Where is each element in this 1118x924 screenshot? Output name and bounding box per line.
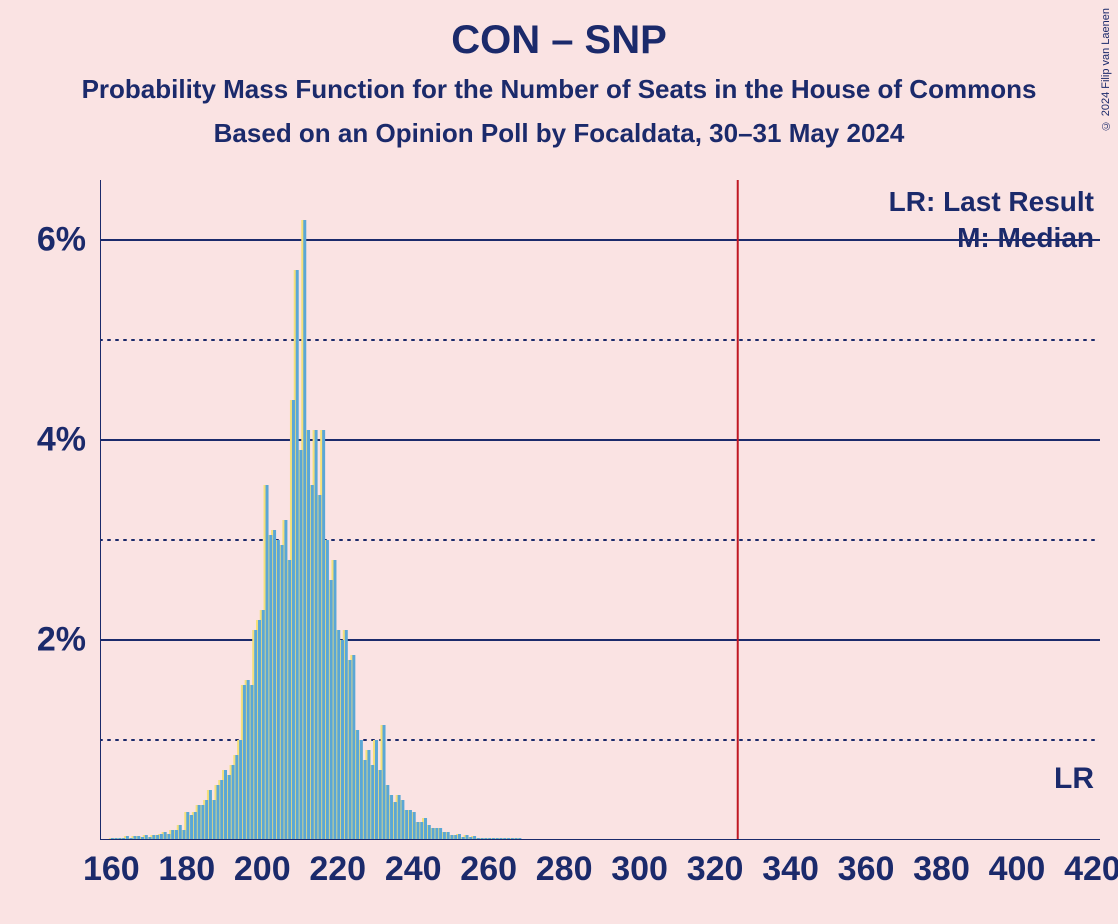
legend-median: M: Median [957, 222, 1094, 254]
legend-last-result: LR: Last Result [889, 186, 1094, 218]
chart-subtitle-2: Based on an Opinion Poll by Focaldata, 3… [0, 118, 1118, 149]
pmf-chart: LR: Last Result M: Median LR 2%4%6%16018… [100, 180, 1100, 840]
x-tick-label: 300 [611, 840, 668, 889]
x-tick-label: 400 [989, 840, 1046, 889]
y-tick-label: 4% [37, 421, 100, 460]
y-tick-label: 2% [37, 621, 100, 660]
x-tick-label: 220 [309, 840, 366, 889]
x-tick-label: 240 [385, 840, 442, 889]
x-tick-label: 360 [838, 840, 895, 889]
lr-label: LR [1054, 762, 1094, 796]
y-tick-label: 6% [37, 221, 100, 260]
x-tick-label: 280 [536, 840, 593, 889]
x-tick-label: 200 [234, 840, 291, 889]
x-tick-label: 320 [687, 840, 744, 889]
chart-title: CON – SNP [0, 18, 1118, 63]
x-tick-label: 260 [460, 840, 517, 889]
chart-subtitle-1: Probability Mass Function for the Number… [0, 74, 1118, 105]
chart-svg [100, 180, 1100, 840]
x-tick-label: 340 [762, 840, 819, 889]
x-tick-label: 180 [158, 840, 215, 889]
x-tick-label: 380 [913, 840, 970, 889]
x-tick-label: 160 [83, 840, 140, 889]
x-tick-label: 420 [1064, 840, 1118, 889]
copyright-label: © 2024 Filip van Laenen [1100, 8, 1112, 131]
